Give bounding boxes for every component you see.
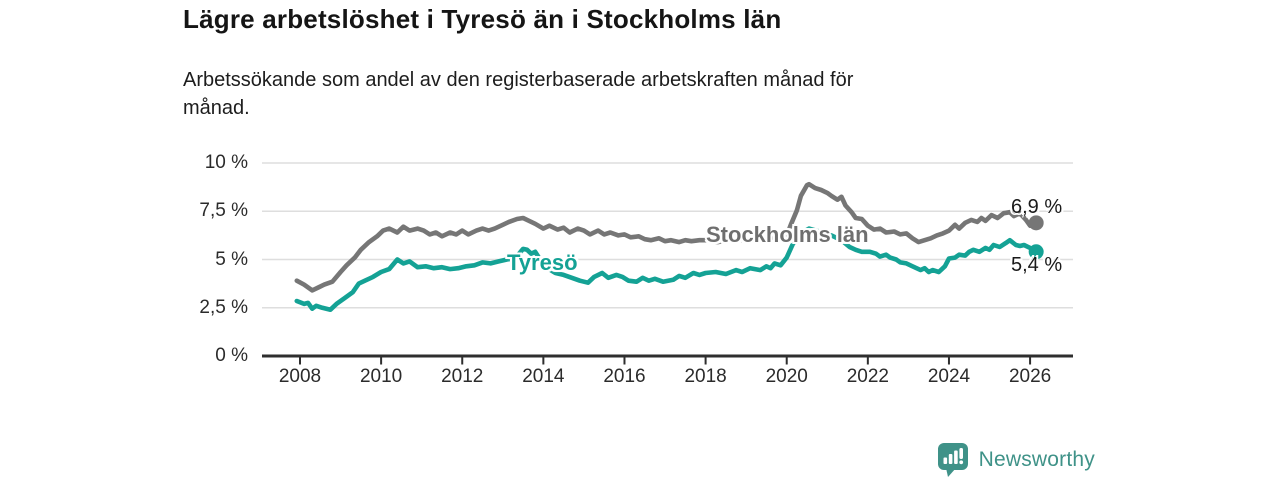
- x-axis-tick-label: 2022: [846, 366, 889, 387]
- end-value-label-tyreso: 5,4 %: [1011, 254, 1063, 276]
- x-axis-tick-label: 2026: [1008, 366, 1052, 387]
- newsworthy-chart-pin-icon: [937, 443, 968, 477]
- y-axis-tick-label: 2,5 %: [199, 296, 248, 318]
- line-tyreso: [294, 226, 1039, 313]
- newsworthy-attribution-link[interactable]: Newsworthy: [936, 441, 1095, 479]
- x-axis-tick-label: 2014: [522, 366, 565, 387]
- y-axis-tick-label: 0 %: [215, 345, 248, 366]
- end-dot-stockholms-lan: [1028, 215, 1044, 231]
- x-axis-tick-label: 2018: [684, 366, 727, 387]
- subtitle-line-2: månad.: [183, 97, 250, 119]
- y-axis-tick-label: 5 %: [215, 248, 248, 270]
- series-label-tyreso: Tyresö: [507, 250, 578, 275]
- brand-name: Newsworthy: [978, 448, 1095, 471]
- series-label-stockholms-lan: Stockholms län: [706, 222, 869, 247]
- end-value-label-stockholms-lan: 6,9 %: [1011, 196, 1063, 218]
- line-stockholms-lan: [294, 181, 1039, 293]
- x-axis-tick-label: 2012: [441, 366, 484, 387]
- x-axis-tick-label: 2016: [603, 366, 646, 387]
- page-title: Lägre arbetslöshet i Tyresö än i Stockho…: [183, 4, 782, 34]
- x-axis-tick-label: 2008: [278, 366, 322, 387]
- x-axis-tick-label: 2010: [359, 366, 403, 387]
- end-dot-tyreso: [1028, 244, 1044, 260]
- y-axis-tick-label: 10 %: [204, 152, 248, 173]
- x-axis-tick-label: 2020: [765, 366, 808, 387]
- chart-subtitle: Arbetssökande som andel av den registerb…: [183, 66, 1063, 122]
- y-axis-tick-label: 7,5 %: [199, 200, 248, 222]
- x-axis-tick-label: 2024: [927, 366, 971, 387]
- subtitle-line-1: Arbetssökande som andel av den registerb…: [183, 69, 854, 91]
